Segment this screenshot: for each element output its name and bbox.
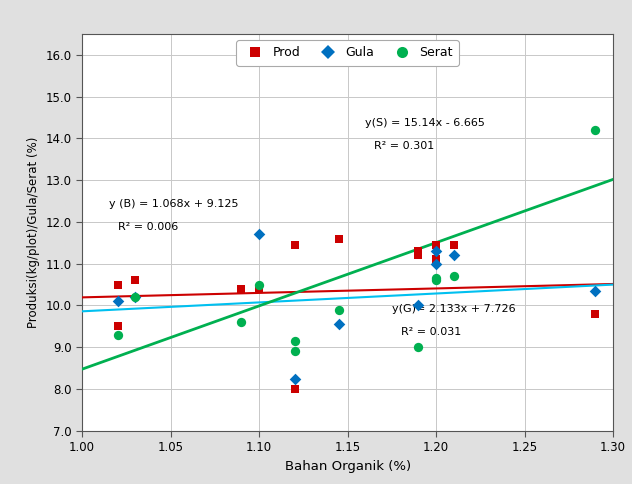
Point — [334, 320, 344, 328]
Point — [449, 241, 459, 249]
Point — [236, 285, 246, 293]
Point — [112, 331, 123, 338]
Point — [590, 126, 600, 134]
Text: R² = 0.006: R² = 0.006 — [118, 222, 178, 232]
Point — [289, 348, 300, 355]
Point — [431, 260, 441, 268]
Y-axis label: Produksi(kg/plot)/Gula/Serat (%): Produksi(kg/plot)/Gula/Serat (%) — [27, 136, 40, 328]
Point — [590, 310, 600, 318]
Point — [254, 285, 264, 293]
Point — [130, 293, 140, 301]
Point — [413, 247, 423, 255]
Point — [431, 274, 441, 282]
Text: R² = 0.301: R² = 0.301 — [374, 141, 434, 151]
Point — [254, 281, 264, 288]
Point — [289, 385, 300, 393]
Point — [289, 337, 300, 345]
Point — [431, 247, 441, 255]
Point — [431, 241, 441, 249]
Point — [334, 306, 344, 314]
Point — [413, 51, 423, 59]
Point — [254, 230, 264, 238]
X-axis label: Bahan Organik (%): Bahan Organik (%) — [284, 460, 411, 473]
Point — [130, 276, 140, 284]
Point — [289, 241, 300, 249]
Text: y(S) = 15.14x - 6.665: y(S) = 15.14x - 6.665 — [365, 118, 485, 128]
Point — [449, 251, 459, 259]
Point — [413, 251, 423, 259]
Point — [112, 322, 123, 330]
Point — [112, 297, 123, 305]
Point — [431, 276, 441, 284]
Text: y(G)= 2.133x + 7.726: y(G)= 2.133x + 7.726 — [392, 304, 516, 314]
Point — [431, 256, 441, 263]
Point — [112, 281, 123, 288]
Point — [413, 302, 423, 309]
Text: y (B) = 1.068x + 9.125: y (B) = 1.068x + 9.125 — [109, 199, 238, 210]
Point — [590, 287, 600, 295]
Text: R² = 0.031: R² = 0.031 — [401, 327, 461, 337]
Point — [130, 293, 140, 301]
Point — [236, 318, 246, 326]
Point — [413, 343, 423, 351]
Point — [289, 375, 300, 382]
Point — [449, 272, 459, 280]
Point — [334, 235, 344, 242]
Legend: Prod, Gula, Serat: Prod, Gula, Serat — [236, 40, 459, 66]
